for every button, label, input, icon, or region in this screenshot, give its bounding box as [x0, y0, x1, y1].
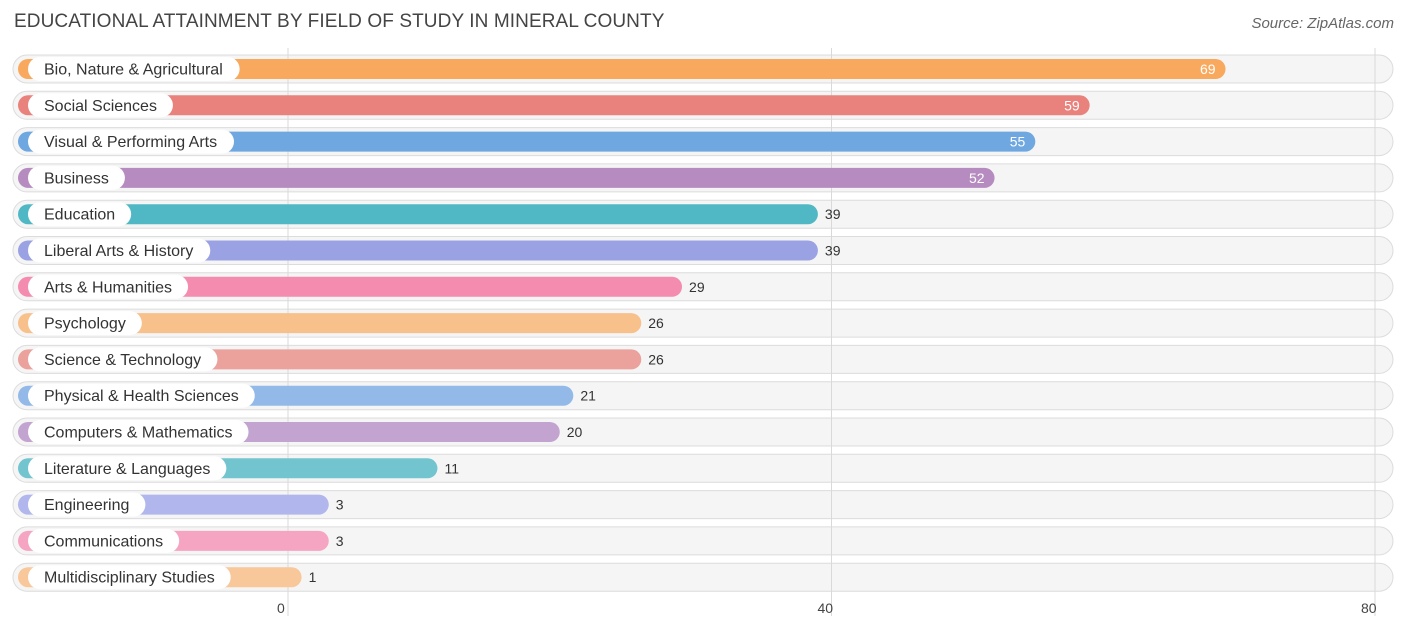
category-label-pill [28, 492, 146, 517]
bars: Bio, Nature & Agricultural 69 Social Scien… [18, 57, 1226, 590]
row-background [12, 562, 1394, 592]
value-label: 1 [309, 569, 317, 585]
x-tick-label: 0 [277, 600, 285, 616]
category-label-pill [28, 311, 142, 336]
bar-group: Communications 3 [18, 528, 344, 553]
value-label: 55 [1010, 134, 1026, 150]
category-label: Bio, Nature & Agricultural [44, 62, 223, 79]
bar [18, 59, 1226, 79]
row-background [12, 490, 1394, 520]
value-label: 11 [444, 460, 459, 476]
category-label: Communications [44, 533, 163, 550]
category-label-pill [28, 165, 125, 190]
value-label: 3 [336, 533, 344, 549]
value-label: 26 [648, 315, 664, 331]
category-label: Engineering [44, 497, 129, 514]
value-label: 52 [969, 170, 985, 186]
category-label-pill [28, 528, 180, 553]
bar-group: Science & Technology 26 [18, 347, 664, 372]
category-label: Visual & Performing Arts [44, 134, 217, 151]
category-label-pill [28, 57, 240, 81]
bar [18, 240, 818, 261]
value-label: 20 [567, 424, 583, 440]
category-label: Arts & Humanities [44, 279, 172, 296]
category-label-pill [28, 565, 231, 590]
category-label: Literature & Languages [44, 461, 210, 478]
source-credit: Source: ZipAtlas.com [1251, 15, 1394, 32]
value-label: 21 [580, 388, 596, 404]
bar-group: Engineering 3 [18, 492, 344, 517]
x-tick-label: 40 [818, 600, 834, 616]
category-label: Computers & Mathematics [44, 425, 233, 442]
bar [18, 131, 1036, 152]
bar-group: Education 39 [18, 202, 841, 227]
value-label: 26 [648, 351, 664, 367]
category-label: Social Sciences [44, 98, 157, 115]
bar [18, 95, 1090, 116]
bar [18, 167, 995, 188]
bar-group: Computers & Mathematics 20 [18, 420, 583, 444]
bar [18, 313, 642, 334]
bar-group: Physical & Health Sciences 21 [18, 383, 596, 408]
category-label-pill [28, 129, 234, 154]
value-label: 59 [1064, 97, 1080, 113]
category-label-pill [28, 238, 211, 263]
bar-group: Multidisciplinary Studies 1 [18, 565, 317, 590]
category-label: Education [44, 207, 115, 224]
bar-group: Liberal Arts & History 39 [18, 238, 841, 263]
category-label-pill [28, 456, 227, 481]
category-label-pill [28, 383, 255, 408]
category-label-pill [28, 347, 218, 372]
category-label-pill [28, 93, 173, 118]
category-label: Physical & Health Sciences [44, 388, 239, 405]
bar-group: Arts & Humanities 29 [18, 274, 705, 299]
category-label-pill [28, 274, 189, 299]
bar-group: Social Sciences 59 [18, 93, 1090, 118]
x-tick-label: 80 [1361, 600, 1377, 616]
chart-title: EDUCATIONAL ATTAINMENT BY FIELD OF STUDY… [14, 11, 665, 32]
value-label: 39 [825, 206, 841, 222]
category-label-pill [28, 420, 249, 444]
value-label: 3 [336, 497, 344, 513]
bar-group: Bio, Nature & Agricultural 69 [18, 57, 1226, 81]
category-label-pill [28, 202, 132, 227]
value-label: 69 [1200, 61, 1216, 77]
bar-group: Psychology 26 [18, 311, 664, 336]
category-label: Science & Technology [44, 352, 201, 369]
x-axis-ticks: 0 40 80 [277, 600, 1377, 616]
value-label: 29 [689, 279, 705, 295]
bar-group: Business 52 [18, 165, 995, 190]
value-label: 39 [825, 243, 841, 259]
bar-group: Literature & Languages 11 [18, 456, 459, 481]
category-label: Liberal Arts & History [44, 243, 193, 260]
category-label: Business [44, 170, 109, 187]
bar [18, 204, 818, 225]
category-label: Multidisciplinary Studies [44, 570, 215, 587]
row-background [12, 526, 1394, 556]
bar-group: Visual & Performing Arts 55 [18, 129, 1036, 154]
category-label: Psychology [44, 316, 126, 333]
